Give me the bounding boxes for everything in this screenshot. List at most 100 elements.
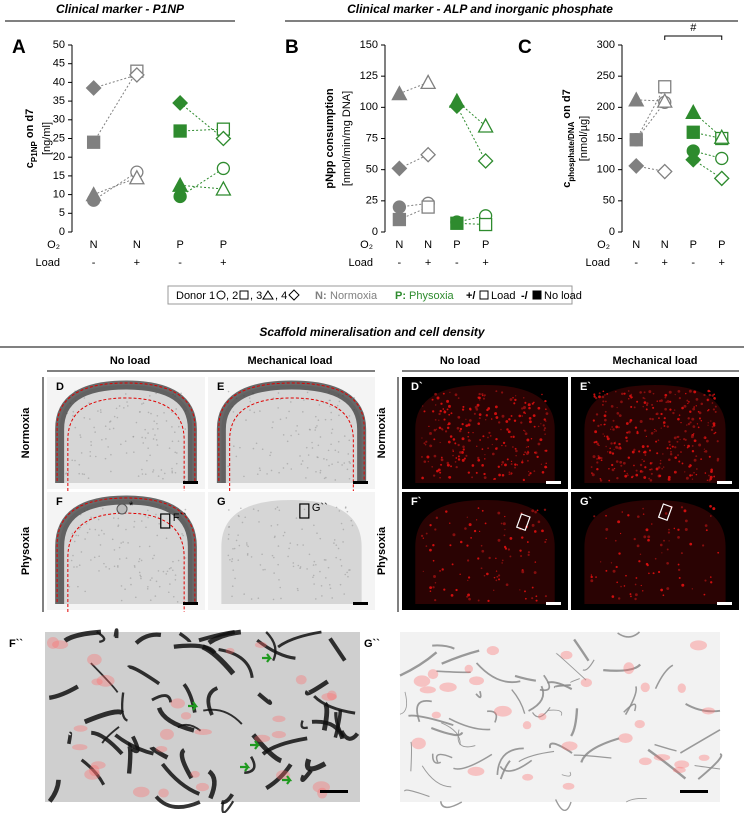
texture-dot [244,516,247,519]
texture-dot [141,473,144,475]
texture-dot [232,547,234,550]
texture-dot [141,436,143,439]
texture-dot [94,528,97,531]
texture-dot [157,570,160,572]
texture-dot [330,411,333,414]
cell-stain [560,650,573,660]
fiber [435,753,453,763]
texture-dot [93,426,95,429]
cell-signal [677,568,681,572]
cell-signal [604,394,606,396]
cell-signal [545,412,549,415]
cell-signal [444,430,448,433]
data-point [658,80,672,94]
connector [636,99,665,102]
texture-dot [273,556,275,559]
cell-signal [700,458,703,461]
cell-signal [646,564,649,567]
cell-signal [519,589,521,591]
cell-signal [650,472,653,475]
cell-signal [605,527,609,531]
cell-signal [669,444,671,446]
cell-signal [695,455,698,458]
scale-bar [183,602,198,605]
scaffold [59,500,193,604]
cell-signal [445,510,448,513]
cell-signal [541,393,543,396]
texture-dot [73,566,75,568]
cell-signal [691,450,695,453]
y-tick-label: 30 [53,114,65,126]
cell-signal [610,562,613,564]
cell-stain [580,678,592,688]
cell-signal [635,469,638,472]
texture-dot [321,595,323,597]
texture-dot [237,534,239,536]
cell-stain [638,757,652,766]
cell-signal [681,583,685,587]
cell-signal [684,438,687,441]
cell-signal [693,458,697,462]
cell-signal [693,433,695,435]
fiber [244,756,256,775]
cell-signal [527,470,530,473]
texture-dot [152,428,154,430]
texture-dot [285,417,288,419]
cell-signal [609,428,612,431]
legend-text: N: [315,290,327,302]
texture-dot [154,595,157,597]
texture-dot [144,473,147,475]
y-tick-label: 125 [360,70,378,82]
cell-signal [495,390,498,393]
texture-dot [246,544,248,546]
cell-signal [491,452,495,456]
y-tick-label: 40 [53,76,65,88]
cell-signal [625,436,628,440]
texture-dot [249,409,251,411]
texture-dot [259,410,261,412]
cell-stain [72,744,88,751]
cell-signal [615,445,618,449]
texture-dot [120,585,123,587]
cell-signal [493,477,496,480]
zoom-box [515,513,531,532]
y-label-part: on d7 [24,109,36,141]
cell-signal [625,422,629,425]
cell-signal [420,534,424,538]
cell-signal [708,393,712,397]
cell-signal [485,414,489,417]
cell-signal [486,572,489,576]
cell-signal [450,465,453,468]
cell-signal [477,456,480,460]
cell-signal [658,417,660,419]
cell-signal [660,412,663,416]
fiber [430,727,464,737]
texture-dot [87,477,90,479]
cell-signal [663,539,665,542]
cell-signal [597,456,601,460]
cell-signal [710,420,712,422]
cell-signal [515,449,518,453]
cell-signal [434,404,437,406]
cell-signal [536,509,539,512]
texture-dot [110,470,112,473]
cell-signal [642,590,644,592]
texture-dot [77,585,79,588]
fiber [441,722,461,746]
cell-signal [425,440,428,443]
cell-signal [670,450,672,453]
data-point [215,180,232,196]
texture-dot [317,444,320,447]
texture-dot [166,570,169,573]
legend-text: 1 [209,290,215,302]
cell-signal [685,476,689,480]
scale-bar [546,602,561,605]
cell-signal [478,396,481,400]
texture-dot [328,464,330,467]
fiber [404,789,430,798]
cell-signal [714,410,717,413]
texture-dot [335,544,338,546]
cell-stain [469,676,485,686]
cell-signal [468,523,472,527]
texture-dot [101,507,104,510]
